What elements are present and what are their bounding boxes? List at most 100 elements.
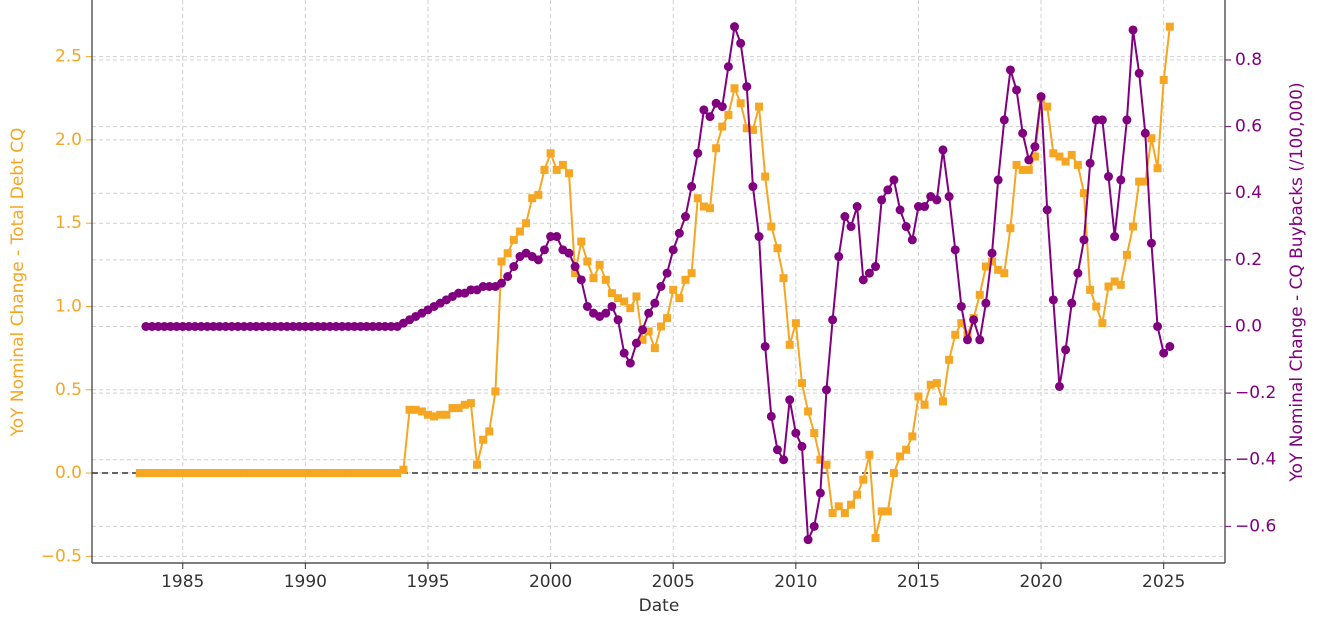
point <box>1122 250 1131 259</box>
x-tick-label: 2010 <box>774 572 817 592</box>
point <box>282 469 291 478</box>
point <box>571 269 580 278</box>
point <box>491 387 500 396</box>
point <box>853 490 862 499</box>
point <box>1049 149 1058 158</box>
y-tick-label: 2.0 <box>55 130 82 150</box>
point <box>920 202 930 212</box>
point <box>479 435 488 444</box>
point <box>552 165 561 174</box>
point <box>816 455 825 464</box>
y2-tick-label: 0.0 <box>1235 316 1262 336</box>
point <box>564 169 573 178</box>
y2-axis-label: YoY Nominal Change - CQ Buybacks (/100,0… <box>1287 82 1307 482</box>
point <box>932 195 942 205</box>
point <box>387 469 396 478</box>
point <box>957 319 966 328</box>
point <box>742 82 752 92</box>
point <box>779 274 788 283</box>
point <box>197 469 206 478</box>
point <box>246 469 255 478</box>
point <box>313 469 322 478</box>
point <box>760 341 770 351</box>
point <box>430 412 439 421</box>
point <box>956 301 966 311</box>
point <box>767 222 776 231</box>
point <box>160 469 169 478</box>
point <box>822 460 831 469</box>
point <box>533 255 543 265</box>
point <box>625 358 635 368</box>
point <box>754 232 764 242</box>
point <box>534 190 543 199</box>
point <box>656 281 666 291</box>
point <box>619 348 629 358</box>
point <box>755 102 764 111</box>
point <box>1073 160 1082 169</box>
y-tick-label: 2.5 <box>55 47 82 67</box>
point <box>920 400 929 409</box>
y2-tick-label: 0.2 <box>1235 250 1262 270</box>
point <box>693 148 703 158</box>
point <box>1097 115 1107 125</box>
x-tick-label: 2015 <box>897 572 940 592</box>
point <box>730 22 740 32</box>
point <box>938 145 948 155</box>
point <box>950 245 960 255</box>
point <box>1128 25 1138 35</box>
point <box>791 428 801 438</box>
point <box>448 404 457 413</box>
point <box>975 335 985 345</box>
point <box>896 452 905 461</box>
point <box>252 469 261 478</box>
point <box>1092 302 1101 311</box>
point <box>712 144 721 153</box>
point <box>883 185 893 195</box>
point <box>785 340 794 349</box>
point <box>865 450 874 459</box>
point <box>681 275 690 284</box>
point <box>436 410 445 419</box>
point <box>141 469 150 478</box>
point <box>221 469 230 478</box>
point <box>344 469 353 478</box>
point <box>938 397 947 406</box>
point <box>785 395 795 405</box>
y2-tick-label: −0.2 <box>1235 383 1276 403</box>
point <box>1024 155 1034 165</box>
point <box>601 308 611 318</box>
point <box>1153 321 1163 331</box>
point <box>368 469 377 478</box>
point <box>1018 165 1027 174</box>
point <box>1135 177 1144 186</box>
point <box>889 175 899 185</box>
point <box>1165 22 1174 31</box>
point <box>1116 280 1125 289</box>
point <box>1141 177 1150 186</box>
point <box>393 469 402 478</box>
point <box>148 469 157 478</box>
x-tick-label: 2020 <box>1019 572 1062 592</box>
y2-tick-label: 0.6 <box>1235 117 1262 137</box>
point <box>1024 165 1033 174</box>
point <box>999 115 1009 125</box>
point <box>154 469 163 478</box>
point <box>626 304 635 313</box>
point <box>270 469 279 478</box>
point <box>742 124 751 133</box>
point <box>1122 115 1132 125</box>
point <box>1067 298 1077 308</box>
point <box>631 338 641 348</box>
point <box>644 327 653 336</box>
point <box>810 429 819 438</box>
point <box>301 469 310 478</box>
point <box>748 125 757 134</box>
point <box>570 262 580 272</box>
point <box>546 149 555 158</box>
point <box>859 475 868 484</box>
point <box>828 315 838 325</box>
point <box>399 465 408 474</box>
point <box>215 469 224 478</box>
point <box>706 204 714 213</box>
point <box>895 205 905 215</box>
